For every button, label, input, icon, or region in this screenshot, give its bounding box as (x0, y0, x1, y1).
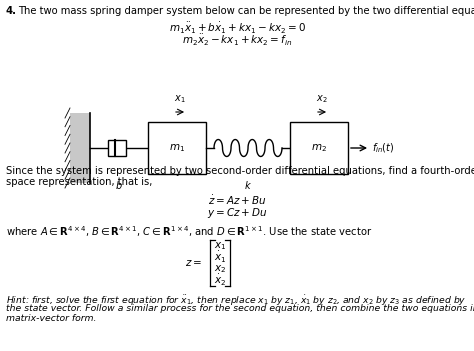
Text: $x_2$: $x_2$ (316, 93, 328, 105)
Text: Hint: first, solve the first equation for $\ddot{x}_1$, then replace $x_1$ by $z: Hint: first, solve the first equation fo… (6, 294, 466, 308)
Text: the state vector. Follow a similar process for the second equation, then combine: the state vector. Follow a similar proce… (6, 304, 474, 313)
Text: $x_2$: $x_2$ (214, 263, 226, 274)
Bar (148, 122, 206, 174)
Text: $z = $: $z = $ (185, 258, 202, 268)
Text: $m_2$: $m_2$ (311, 142, 327, 154)
Text: $b$: $b$ (115, 179, 123, 191)
Bar (70, 113, 90, 183)
Text: $\dot{x}_2$: $\dot{x}_2$ (214, 273, 226, 288)
Text: 4.: 4. (6, 6, 17, 16)
Bar (290, 122, 348, 174)
Bar (108, 140, 126, 156)
Text: $y = Cz + Du$: $y = Cz + Du$ (207, 206, 267, 220)
Text: The two mass spring damper system below can be represented by the two differenti: The two mass spring damper system below … (18, 6, 474, 16)
Text: space representation, that is,: space representation, that is, (6, 177, 152, 187)
Text: $f_{in}(t)$: $f_{in}(t)$ (372, 141, 394, 155)
Text: $m_1$: $m_1$ (169, 142, 185, 154)
Text: $m_2\ddot{x}_2 - kx_1 + kx_2 = f_{in}$: $m_2\ddot{x}_2 - kx_1 + kx_2 = f_{in}$ (182, 33, 292, 48)
Text: Since the system is represented by two second-order differential equations, find: Since the system is represented by two s… (6, 166, 474, 176)
Text: matrix-vector form.: matrix-vector form. (6, 314, 97, 323)
Text: $x_1$: $x_1$ (174, 93, 186, 105)
Text: $\dot{z} = Az + Bu$: $\dot{z} = Az + Bu$ (208, 194, 266, 207)
Text: $m_1\ddot{x}_1 + b\dot{x}_1 + kx_1 - kx_2 = 0$: $m_1\ddot{x}_1 + b\dot{x}_1 + kx_1 - kx_… (169, 21, 305, 36)
Text: $k$: $k$ (244, 179, 252, 191)
Text: $\dot{x}_1$: $\dot{x}_1$ (214, 250, 226, 265)
Text: $x_1$: $x_1$ (214, 240, 226, 252)
Text: where $A \in \mathbf{R}^{4\times4}$, $B \in \mathbf{R}^{4\times1}$, $C \in \math: where $A \in \mathbf{R}^{4\times4}$, $B … (6, 224, 373, 239)
